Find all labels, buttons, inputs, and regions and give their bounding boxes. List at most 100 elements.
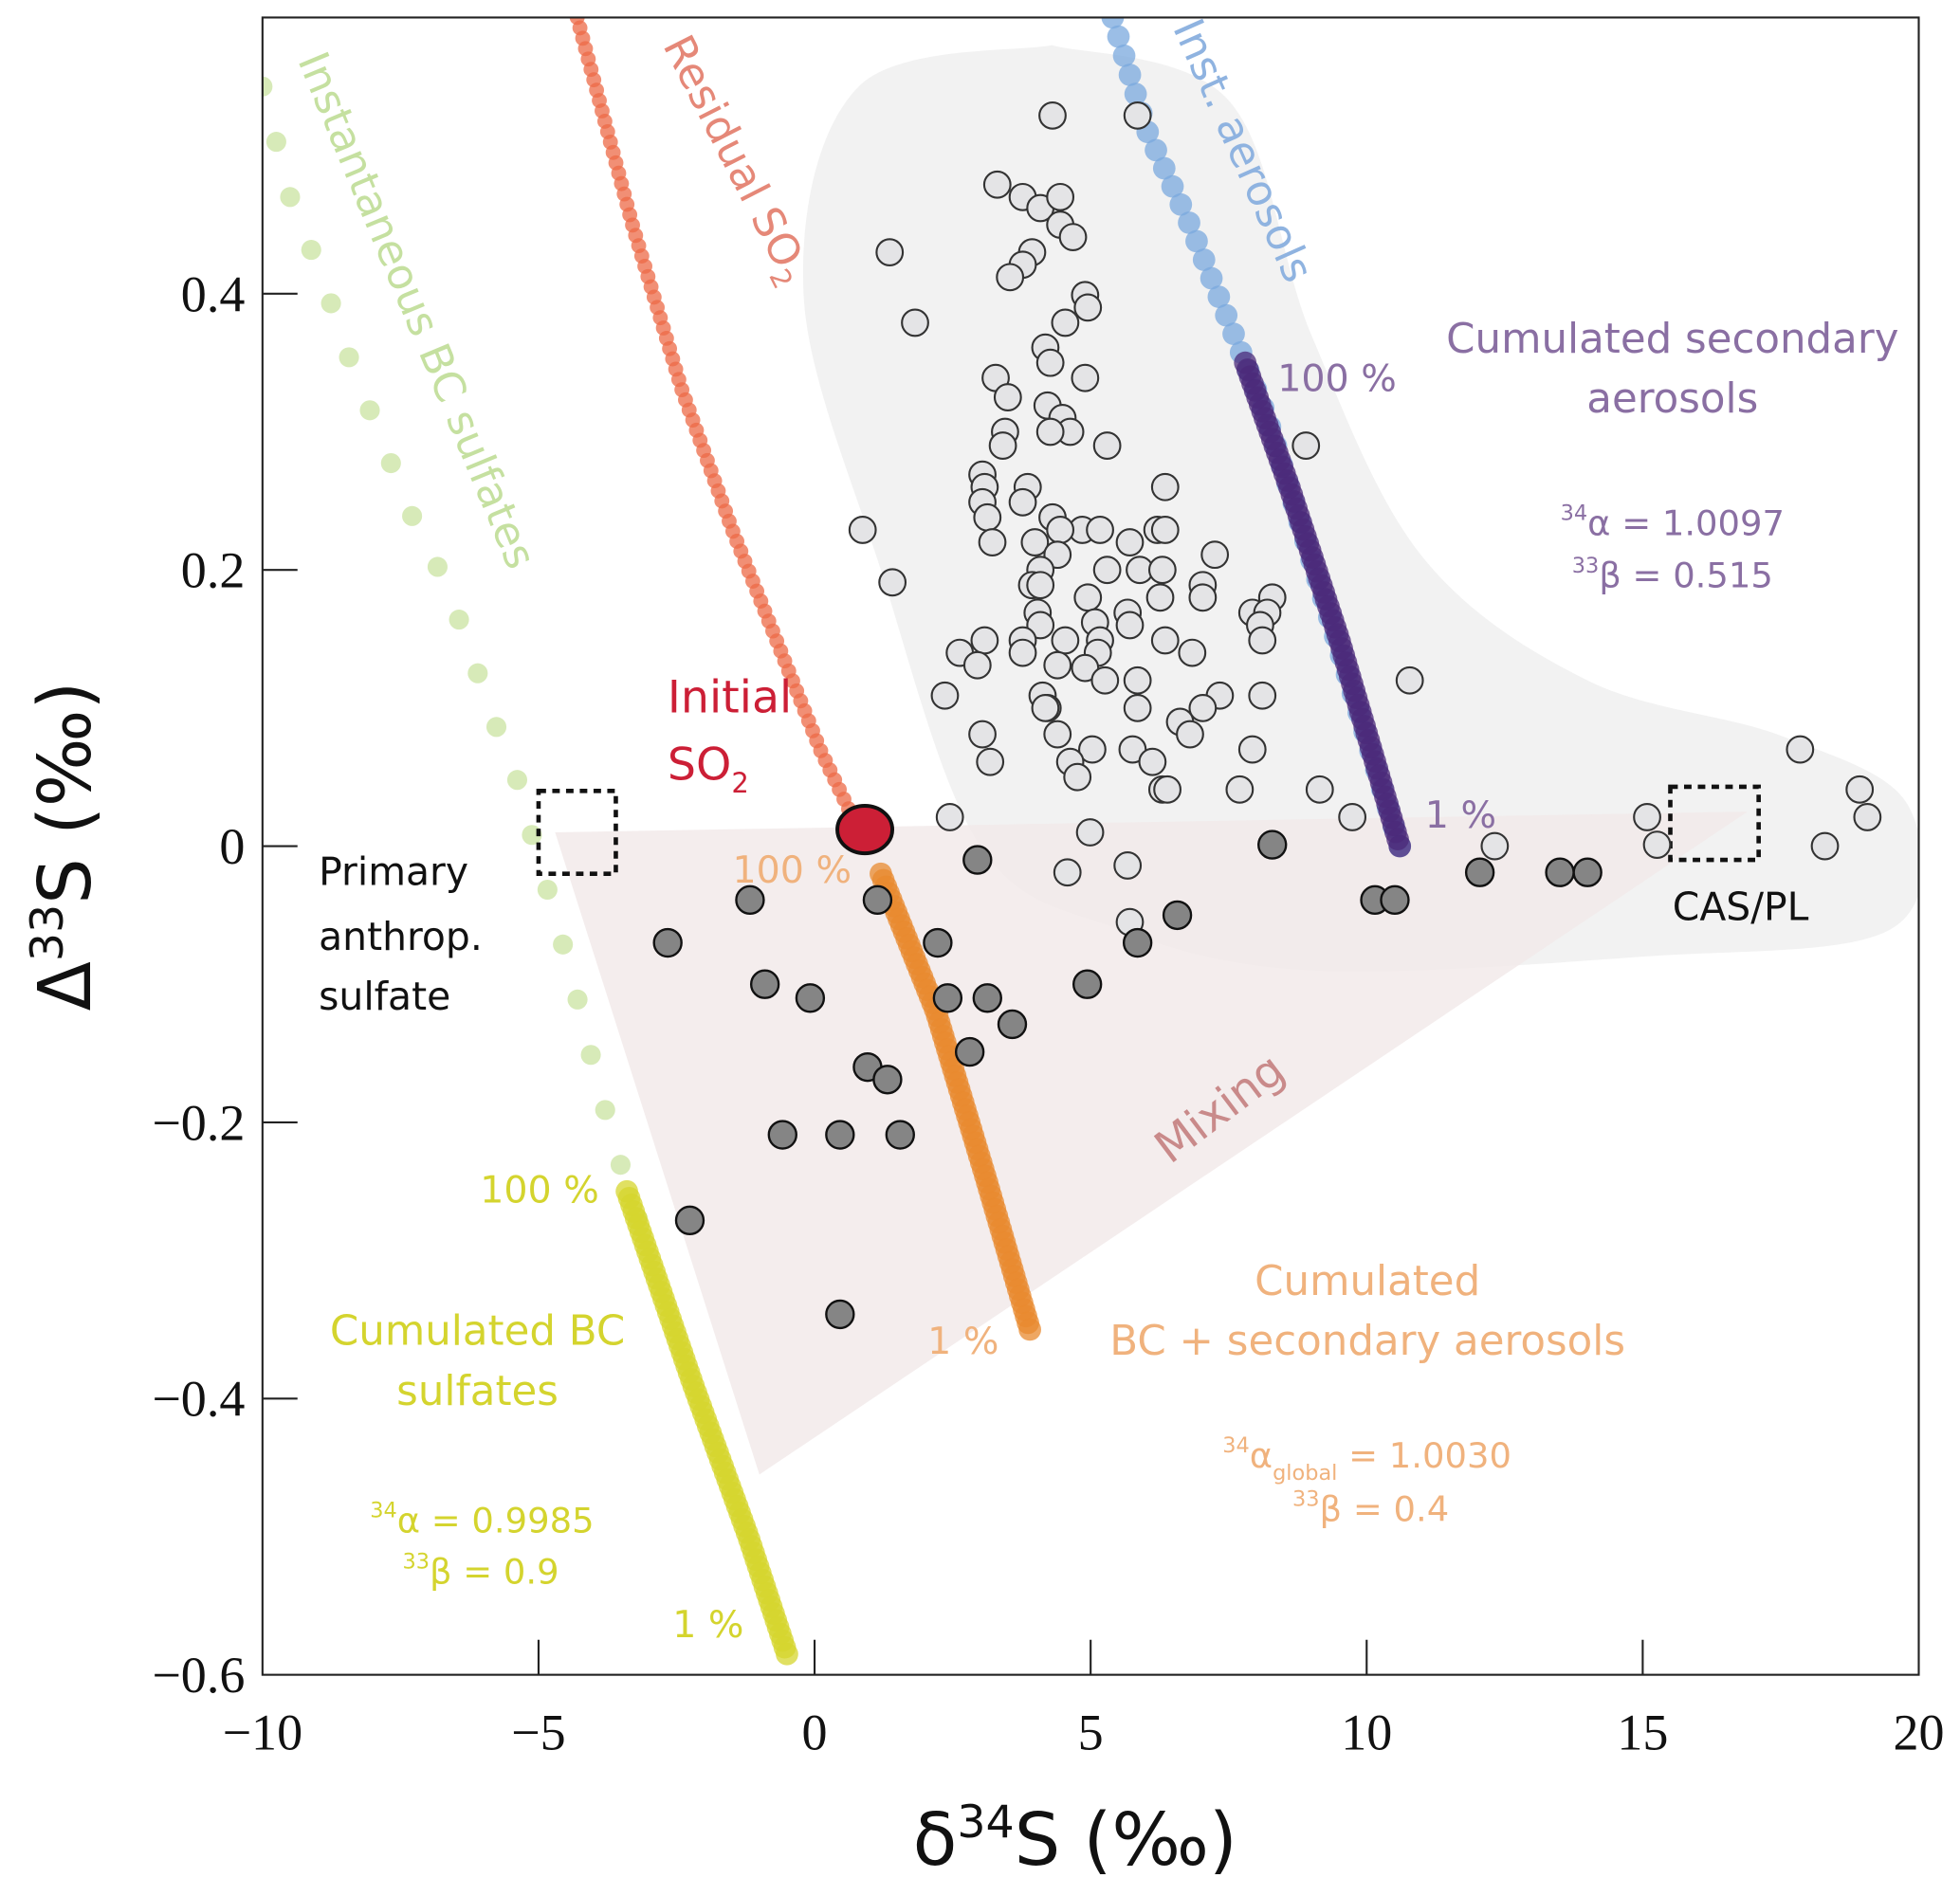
light-sample-point (1073, 583, 1103, 612)
dark-sample-point (825, 1120, 855, 1150)
x-axis-title: δ34S (‰) (913, 1796, 1237, 1883)
curve-dot (1152, 156, 1176, 180)
label-yellow-100-percent: 100 % (480, 1168, 599, 1212)
curve-dot (262, 76, 273, 97)
light-sample-point (1123, 665, 1152, 695)
light-sample-point (1305, 775, 1334, 804)
label-primary-anthrop-sulfate-2: anthrop. (319, 914, 483, 959)
label-cas-pl: CAS/PL (1673, 884, 1809, 929)
light-sample-point (1188, 583, 1218, 612)
curve-dot (301, 240, 321, 261)
param-secondary-beta: 33β = 0.515 (1572, 554, 1773, 596)
label-primary-anthrop-sulfate: Primary (319, 848, 468, 894)
param-global-beta: 33β = 0.4 (1292, 1487, 1449, 1530)
light-sample-point (1853, 803, 1882, 831)
param-secondary-alpha: 34α = 1.0097 (1561, 501, 1785, 543)
light-sample-point (1038, 100, 1067, 130)
sample-points (652, 100, 1882, 1330)
light-sample-point (1178, 638, 1207, 667)
label-yellow-1-percent: 1 % (672, 1603, 743, 1647)
x-tick-label: −10 (223, 1705, 303, 1761)
curve-dot (580, 1045, 601, 1066)
dark-sample-point (652, 927, 683, 958)
label-cumulated-bc-sulfates-2: sulfates (396, 1368, 559, 1415)
label-cumulated-secondary-aerosols: Cumulated secondary (1446, 316, 1898, 363)
curve-inst_bc (262, 76, 649, 1230)
label-orange-1-percent: 1 % (927, 1320, 998, 1363)
dark-sample-point (1072, 969, 1103, 999)
curve-dot (1215, 303, 1238, 327)
light-sample-point (1188, 693, 1218, 722)
light-sample-point (1078, 735, 1107, 764)
light-sample-point (976, 747, 1005, 776)
light-sample-point (978, 528, 1007, 556)
dark-sample-point (1464, 857, 1495, 887)
light-sample-point (1786, 735, 1815, 764)
light-sample-point (1043, 720, 1072, 749)
light-sample-point (1026, 571, 1055, 600)
curve-dot (339, 347, 359, 368)
light-sample-point (1123, 693, 1152, 722)
dark-sample-point (1572, 857, 1603, 887)
y-tick-label: 0.2 (181, 542, 246, 599)
label-primary-anthrop-sulfate-3: sulfate (319, 974, 450, 1019)
light-sample-point (1115, 528, 1145, 556)
light-sample-point (875, 238, 905, 267)
curve-dot (1169, 192, 1193, 216)
light-sample-point (1051, 626, 1080, 655)
dark-sample-point (1257, 830, 1288, 860)
curve-cum_secondary (1234, 351, 1412, 858)
light-sample-point (1338, 803, 1367, 831)
light-sample-point (1123, 100, 1152, 130)
curve-dot (1178, 211, 1200, 234)
light-sample-point (1145, 583, 1175, 612)
dark-sample-point (1122, 927, 1153, 958)
curve-dot (1207, 285, 1231, 308)
curve-dot (1185, 229, 1208, 253)
y-tick-label: −0.2 (152, 1094, 245, 1151)
light-sample-point (988, 431, 1017, 460)
light-sample-point (1046, 516, 1075, 544)
light-sample-point (1200, 540, 1230, 570)
y-axis-title: Δ33S (‰) (22, 682, 108, 1012)
light-sample-point (1395, 665, 1424, 695)
dark-sample-point (1380, 884, 1410, 916)
dark-sample-point (872, 1065, 903, 1095)
initial-so2-point (835, 804, 895, 856)
dark-sample-point (825, 1299, 855, 1330)
curve-dot (553, 934, 574, 955)
dark-sample-point (795, 983, 826, 1013)
curve-dot (776, 1642, 798, 1666)
light-sample-point (1090, 665, 1120, 695)
x-tick-label: 0 (802, 1705, 828, 1761)
light-sample-point (1071, 363, 1100, 392)
curve-dot (402, 505, 423, 526)
light-sample-point (1642, 830, 1672, 859)
light-sample-point (1633, 803, 1661, 831)
x-tick-label: 10 (1341, 1705, 1392, 1761)
label-purple-100-percent: 100 % (1277, 357, 1397, 401)
label-initial-so2: Initial (668, 671, 792, 723)
light-sample-point (1480, 831, 1510, 861)
curve-dot (449, 610, 469, 630)
light-sample-point (1046, 182, 1075, 211)
label-cumulated-bc-secondary: Cumulated (1255, 1258, 1480, 1305)
curve-cum_bc (615, 1179, 798, 1666)
curve-dot (485, 717, 507, 738)
light-sample-point (1225, 775, 1255, 804)
light-sample-point (1291, 431, 1321, 460)
curve-dot (359, 400, 380, 421)
light-sample-point (982, 170, 1012, 199)
light-sample-point (1113, 851, 1143, 880)
light-sample-point (1176, 720, 1204, 749)
param-bc-alpha: 34α = 0.9985 (370, 1499, 594, 1541)
light-sample-point (1248, 626, 1277, 655)
x-tick-label: 5 (1078, 1705, 1104, 1761)
y-tick-label: −0.4 (152, 1371, 245, 1428)
curve-dot (266, 132, 286, 153)
curve-dot (567, 989, 588, 1010)
light-sample-point (1153, 775, 1181, 804)
curve-dot (1161, 174, 1184, 198)
label-initial-so2-2: SO2 (668, 739, 749, 799)
curve-residual_so2 (569, 17, 861, 827)
